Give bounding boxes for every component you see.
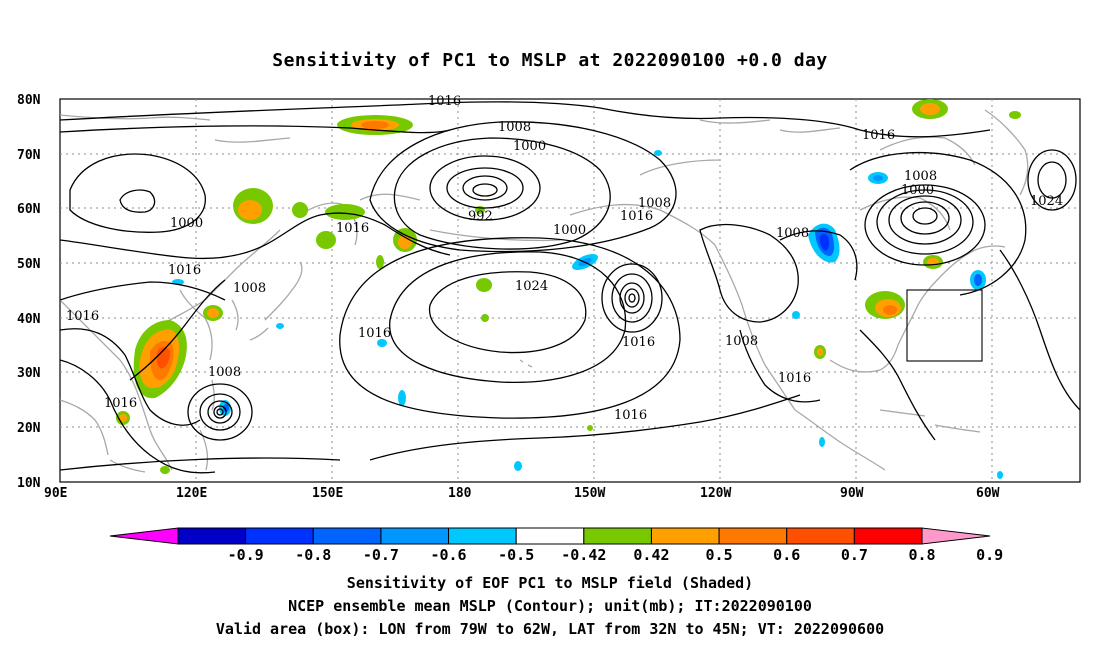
colorbar-segment <box>380 527 450 545</box>
contour-label: 992 <box>468 209 493 224</box>
contour-label: 1016 <box>622 335 655 350</box>
colorbar-segment <box>718 527 788 545</box>
contour-label: 1000 <box>901 183 934 198</box>
colorbar-segment <box>650 527 720 545</box>
colorbar-tick-label: -0.42 <box>561 546 606 564</box>
contour-label: 1016 <box>336 221 369 236</box>
lon-label: 120W <box>700 486 731 501</box>
lat-label: 60N <box>17 202 41 217</box>
lon-label: 90W <box>840 486 864 501</box>
contour-label: 1008 <box>904 169 937 184</box>
colorbar-segment <box>786 527 855 545</box>
mslp-contours <box>60 101 1080 474</box>
contour-label: 1024 <box>1030 194 1063 209</box>
caption-shading: Sensitivity of EOF PC1 to MSLP field (Sh… <box>346 574 754 592</box>
colorbar-segment <box>312 527 382 545</box>
contour-label: 1016 <box>428 94 461 109</box>
contour-label: 1000 <box>170 216 203 231</box>
lat-label: 70N <box>17 148 41 163</box>
contour-label: 1016 <box>66 309 99 324</box>
contour-label: 1016 <box>862 128 895 143</box>
lon-label: 150E <box>312 486 343 501</box>
valid-area-box <box>906 289 983 362</box>
lon-label: 60W <box>976 486 1000 501</box>
lat-label: 50N <box>17 257 41 272</box>
colorbar-segment <box>448 527 517 545</box>
caption-contour: NCEP ensemble mean MSLP (Contour); unit(… <box>288 597 812 615</box>
contour-label: 1008 <box>725 334 758 349</box>
colorbar-labels: -0.9 -0.8 -0.7 -0.6 -0.5 -0.42 0.42 0.5 0.6 0.7 0.… <box>228 546 1004 564</box>
colorbar-tick-label: 0.6 <box>773 546 800 564</box>
contour-label: 1016 <box>778 371 811 386</box>
contour-label: 1008 <box>233 281 266 296</box>
colorbar-segment <box>177 527 247 545</box>
colorbar-segment <box>921 527 991 545</box>
longitude-labels: 90E 120E 150E 180 150W 120W 90W 60W <box>44 486 1000 501</box>
colorbar-tick-label: -0.6 <box>430 546 466 564</box>
lat-label: 80N <box>17 93 41 108</box>
colorbar-tick-label: -0.5 <box>498 546 534 564</box>
contour-label: 1008 <box>776 226 809 241</box>
lon-label: 150W <box>574 486 605 501</box>
contour-label: 1016 <box>614 408 647 423</box>
contour-label: 1008 <box>638 196 671 211</box>
colorbar-segment <box>109 527 179 545</box>
colorbar-tick-label: -0.8 <box>295 546 331 564</box>
latitude-labels: 80N 70N 60N 50N 40N 30N 20N 10N <box>17 93 41 491</box>
contour-label: 1000 <box>553 223 586 238</box>
lon-label: 120E <box>176 486 207 501</box>
colorbar-segment <box>583 527 652 545</box>
grid-lines <box>60 99 1080 482</box>
colorbar-tick-label: -0.7 <box>363 546 399 564</box>
lon-label: 180 <box>448 486 472 501</box>
contour-label: 1000 <box>513 139 546 154</box>
contour-label: 1008 <box>498 120 531 135</box>
contour-label: 1016 <box>620 209 653 224</box>
colorbar-tick-label: 0.9 <box>976 546 1003 564</box>
contour-label: 1008 <box>208 365 241 380</box>
contour-label: 1024 <box>515 279 548 294</box>
contour-label-group: 1016 1008 1016 1000 1008 1000 992 1000 1… <box>66 94 1063 423</box>
colorbar-segment <box>245 527 314 545</box>
colorbar <box>109 527 991 545</box>
colorbar-segment <box>515 527 585 545</box>
lon-label: 90E <box>44 486 67 501</box>
lat-label: 40N <box>17 312 41 327</box>
contour-label: 1016 <box>358 326 391 341</box>
lat-label: 30N <box>17 366 41 381</box>
colorbar-tick-label: 0.42 <box>633 546 669 564</box>
colorbar-tick-label: 0.8 <box>908 546 935 564</box>
contour-label: 1016 <box>168 263 201 278</box>
contour-label: 1016 <box>104 396 137 411</box>
map-title: Sensitivity of PC1 to MSLP at 2022090100… <box>272 50 828 71</box>
colorbar-segment <box>853 527 923 545</box>
colorbar-tick-label: -0.9 <box>228 546 264 564</box>
lat-label: 20N <box>17 421 41 436</box>
colorbar-tick-label: 0.7 <box>841 546 868 564</box>
lat-label: 10N <box>17 476 41 491</box>
caption-valid-area: Valid area (box): LON from 79W to 62W, L… <box>215 620 885 638</box>
colorbar-tick-label: 0.5 <box>706 546 733 564</box>
